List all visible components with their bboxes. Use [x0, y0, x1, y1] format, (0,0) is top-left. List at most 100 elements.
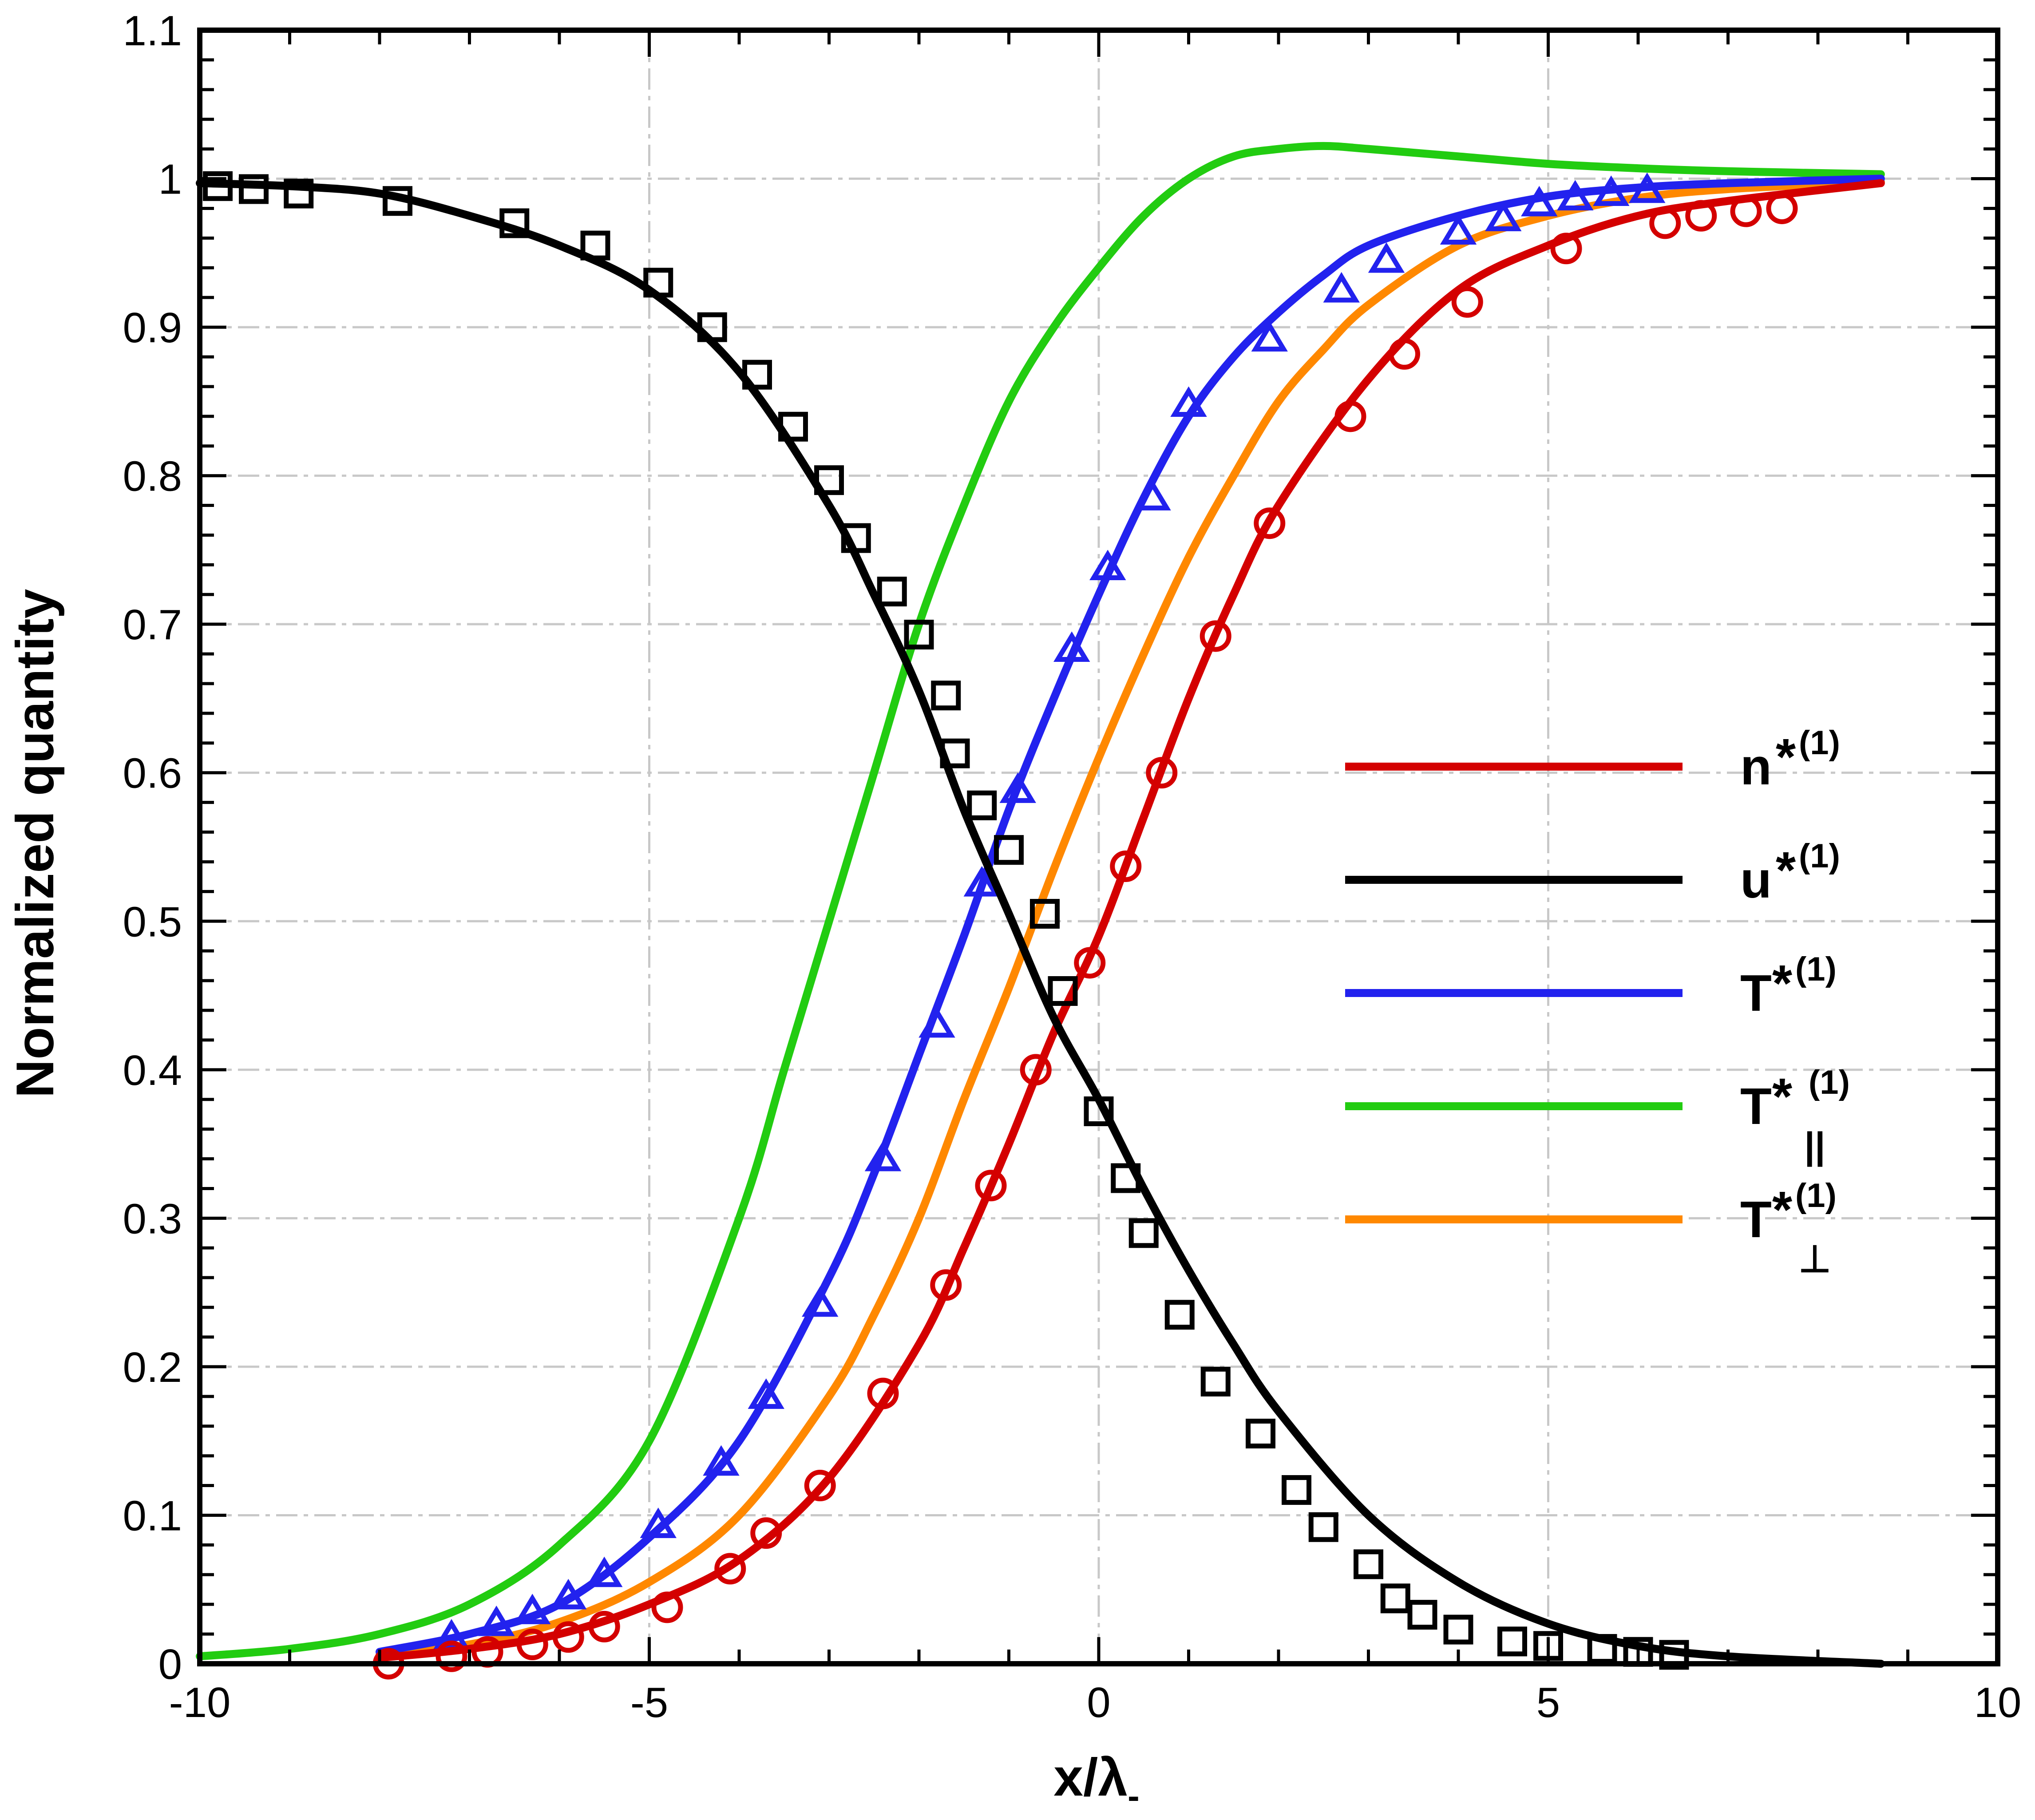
data-point-square	[499, 208, 530, 238]
data-point-triangle	[864, 1140, 902, 1171]
data-point-circle	[436, 1640, 467, 1672]
data-point-circle	[1146, 757, 1178, 789]
data-point-circle	[1200, 620, 1231, 652]
data-point-circle	[930, 1269, 962, 1301]
data-point-triangle	[1134, 480, 1171, 510]
series-u	[196, 171, 1885, 1670]
y-tick-label: 0.5	[123, 898, 182, 946]
data-point-square	[1354, 1549, 1383, 1579]
x-axis-title: x/λ-	[1053, 1748, 1139, 1816]
axis-ticks	[198, 28, 1999, 1666]
y-axis-title: Normalized quantity	[5, 589, 65, 1098]
x-tick-label: 10	[1974, 1679, 2022, 1726]
y-tick-label: 0.3	[123, 1195, 182, 1242]
data-point-triangle	[514, 1594, 551, 1624]
series-n	[372, 179, 1885, 1680]
data-point-circle	[975, 1170, 1007, 1202]
data-point-square	[1128, 1218, 1159, 1248]
legend-label-subscript: ||	[1804, 1125, 1825, 1167]
data-point-triangle	[1251, 321, 1288, 352]
legend-label-superscript: (1)	[1795, 1177, 1837, 1215]
series-t-parallel	[196, 142, 1885, 1661]
y-tick-label: 0	[158, 1641, 182, 1688]
y-tick-label: 0.7	[123, 601, 182, 649]
data-point-square	[203, 171, 233, 201]
x-tick-label: 5	[1536, 1679, 1560, 1726]
legend-label-subscript: ⊥	[1798, 1238, 1831, 1280]
data-point-triangle	[1593, 175, 1630, 206]
legend-label: n	[1740, 738, 1772, 795]
data-point-circle	[1685, 200, 1717, 232]
data-point-square	[1308, 1512, 1338, 1542]
legend-label: T	[1740, 1191, 1772, 1248]
series-line-t	[376, 174, 1885, 1656]
legend-label: T	[1740, 964, 1772, 1022]
y-tick-label: 0.8	[123, 453, 182, 500]
data-point-square	[931, 681, 961, 711]
y-tick-label: 1	[158, 156, 182, 203]
legend-item-t: T * (1)	[1345, 950, 1837, 1022]
data-point-square	[1407, 1600, 1437, 1630]
data-point-square	[284, 178, 314, 209]
data-point-square	[1030, 899, 1060, 929]
data-point-square	[841, 523, 871, 553]
data-point-circle	[1649, 207, 1681, 239]
data-point-square	[877, 577, 907, 607]
y-tick-label: 1.1	[123, 7, 182, 55]
y-tick-label: 0.6	[123, 750, 182, 797]
data-point-circle	[1451, 286, 1483, 318]
data-point-triangle	[550, 1579, 587, 1610]
y-tick-labels: 0 0.1 0.2 0.3 0.4 0.5 0.6 0.7 0.8 0.9 1 1.1	[123, 7, 182, 1688]
data-point-square	[1246, 1418, 1275, 1448]
series-line-u	[196, 179, 1885, 1668]
legend-label-star: *	[1772, 1068, 1793, 1125]
data-point-circle	[1389, 338, 1420, 370]
data-point-square	[239, 174, 269, 204]
data-point-square	[1659, 1640, 1689, 1670]
data-point-circle	[714, 1553, 746, 1585]
data-point-triangle	[1089, 550, 1126, 581]
data-point-triangle	[919, 1007, 955, 1038]
data-point-square	[967, 790, 997, 820]
data-point-circle	[1334, 400, 1366, 432]
data-point-square	[904, 620, 934, 650]
x-axis-title-subscript: -	[1128, 1776, 1140, 1816]
legend-label-star: *	[1776, 728, 1796, 786]
data-point-circle	[1020, 1054, 1052, 1086]
data-point-square	[1111, 1163, 1141, 1193]
data-point-circle	[1254, 507, 1286, 539]
legend-label: T	[1740, 1077, 1772, 1135]
data-point-square	[1164, 1300, 1195, 1330]
data-point-triangle	[748, 1378, 784, 1409]
data-point-square	[1443, 1614, 1473, 1645]
series-line-n	[376, 179, 1885, 1662]
data-point-triangle	[1521, 186, 1558, 217]
data-point-circle	[804, 1470, 836, 1502]
legend-label-superscript: (1)	[1809, 1064, 1850, 1101]
data-point-square	[814, 465, 844, 495]
data-point-square	[742, 360, 772, 390]
legend-label-superscript: (1)	[1799, 837, 1840, 875]
legend: n * (1)u * (1)T * (1)T * (1)||T * (1)⊥	[1345, 724, 1850, 1280]
legend-item-n: n * (1)	[1345, 724, 1840, 795]
legend-label-star: *	[1772, 954, 1793, 1012]
x-tick-label: -5	[630, 1679, 668, 1726]
data-point-triangle	[999, 772, 1036, 803]
data-point-square	[1380, 1583, 1410, 1614]
y-tick-label: 0.1	[123, 1492, 182, 1539]
legend-label-superscript: (1)	[1795, 950, 1837, 988]
data-point-triangle	[802, 1286, 839, 1317]
x-tick-label: 0	[1087, 1679, 1110, 1726]
data-point-triangle	[1053, 631, 1090, 662]
series-line-t-parallel	[196, 142, 1885, 1661]
data-point-square	[940, 738, 970, 768]
data-point-square	[1084, 1096, 1114, 1126]
data-point-square	[1200, 1366, 1231, 1397]
data-point-triangle	[1629, 172, 1666, 203]
series-layer	[196, 142, 1885, 1680]
data-point-circle	[1766, 192, 1798, 224]
grid	[200, 30, 1998, 1664]
data-point-triangle	[640, 1507, 677, 1538]
data-point-circle	[651, 1591, 683, 1623]
